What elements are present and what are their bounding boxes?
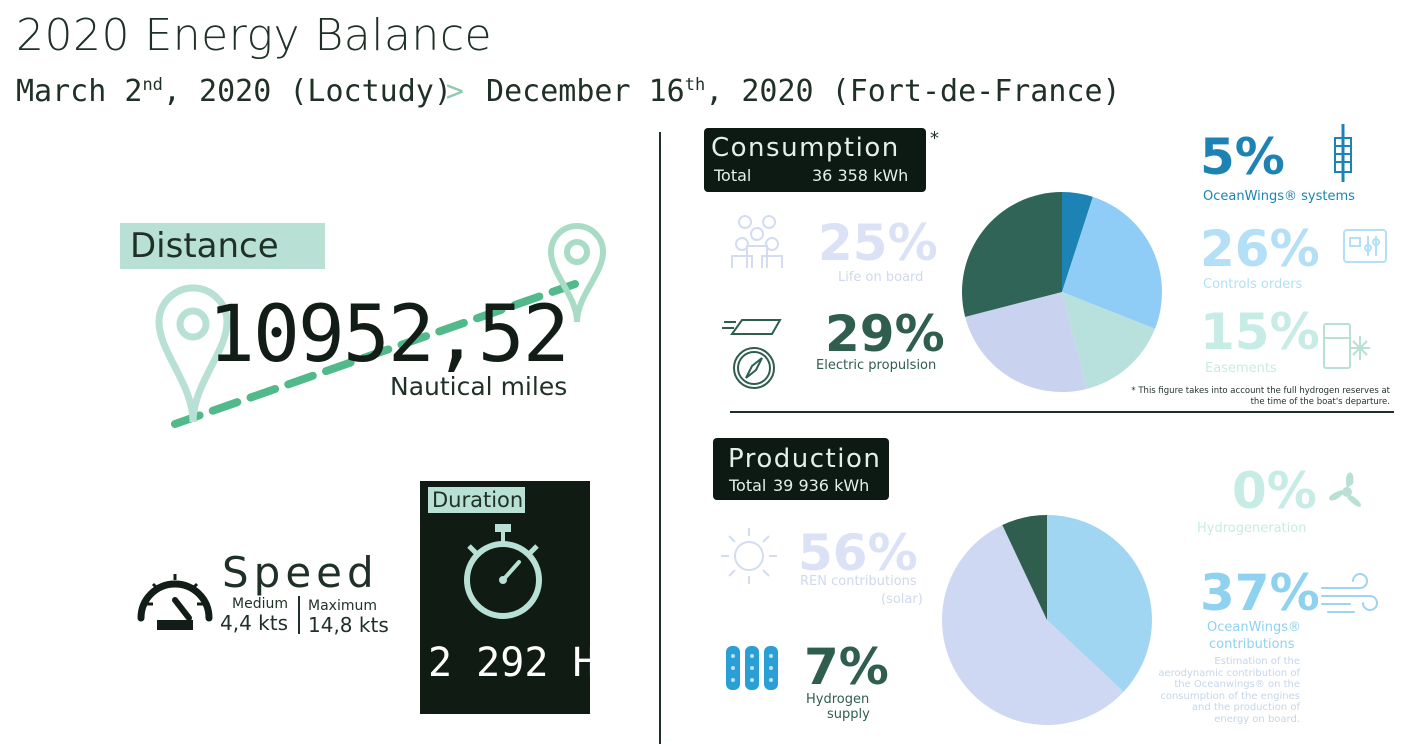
consumption-total-value: 36 358 kWh [812,166,909,185]
speed-separator [298,596,300,634]
cons-easements-pct: 15% [1200,303,1320,361]
speed-max-value: 14,8 kts [308,613,389,637]
route-path-graphic [155,223,607,428]
production-header [713,438,889,500]
production-total-value: 39 936 kWh [773,476,870,495]
speed-max-label: Maximum [308,598,377,614]
distance-value: 10952,52 [208,290,570,380]
sun-icon [721,528,777,584]
distance-label: Distance [120,223,325,269]
pie-slice-hydrogen-supply [1002,515,1047,620]
horizontal-divider [730,411,1394,413]
pie-slice-life-on-board [965,292,1087,392]
cons-controls-label: Controls orders [1203,277,1303,292]
route-to-rest: , 2020 (Fort-de-France) [705,74,1121,109]
pie-slice-oceanwings-contributions [1047,515,1152,692]
consumption-total-label: Total [714,166,752,185]
duration-value: 2 292 H [428,640,597,686]
route-line: March 2nd, 2020 (Loctudy)> December 16th… [16,74,1121,109]
cons-propulsion-pct: 29% [825,305,945,363]
production-total-label: Total [729,476,767,495]
stopwatch-icon [464,524,542,619]
cons-life-label: Life on board [838,270,924,285]
prod-hydrogen-label2: supply [827,707,870,722]
hydrogen-tanks-icon [726,646,778,690]
vertical-divider [659,132,661,744]
speed-title: Speed [222,548,379,597]
page-title: 2020 Energy Balance [16,10,493,61]
cons-propulsion-label: Electric propulsion [816,358,937,373]
prod-oceanwings-description: Estimation of the aerodynamic contributi… [1158,656,1300,725]
pie-slice-easements [1062,292,1155,389]
control-panel-icon [1343,229,1387,263]
oceanwings-mast-icon [1334,124,1352,182]
route-arrow: > [445,74,464,109]
prod-hydrogen-label: Hydrogen [806,692,870,707]
speed-medium-label: Medium [232,596,288,612]
duration-label: Duration [428,487,525,513]
prod-oceanwings-label2: contributions [1209,637,1295,652]
pie-slice-ren-contributions-solar [942,524,1124,725]
prod-ren-label2: (solar) [881,592,923,607]
pie-slice-oceanwings-systems [1062,192,1093,292]
production-pie-chart [942,515,1152,725]
pie-slice-electric-propulsion [962,192,1062,317]
prod-oceanwings-pct: 37% [1200,564,1320,622]
route-from-rest: , 2020 (Loctudy) [162,74,452,109]
cons-oceanwings-pct: 5% [1200,128,1285,186]
hydrogenerator-propeller-icon [1329,472,1361,507]
route-from-sup: nd [142,75,163,95]
consumption-footnote: * This figure takes into account the ful… [1131,386,1390,407]
cons-life-pct: 25% [818,214,938,272]
fridge-snowflake-icon [1323,323,1370,369]
prod-ren-pct: 56% [798,524,918,582]
crew-people-icon [731,215,783,268]
consumption-header [704,128,926,192]
propulsion-compass-icon [722,319,782,389]
pie-slice-controls-orders [1062,196,1162,329]
route-from-month: March 2 [16,74,143,109]
prod-ren-label: REN contributions [800,574,917,589]
speedometer-icon [137,574,213,630]
consumption-pie-chart [962,192,1162,392]
cons-controls-pct: 26% [1200,220,1320,278]
start-pin-icon [155,284,231,423]
consumption-title: Consumption [711,133,900,163]
prod-oceanwings-label: OceanWings® [1207,620,1302,635]
route-to-month: December 16 [486,74,685,109]
prod-hydrogen-pct: 7% [804,638,889,696]
speed-medium-value: 4,4 kts [220,611,289,635]
end-pin-icon [547,223,607,323]
production-title: Production [728,444,882,474]
duration-panel [420,481,590,714]
wind-icon [1321,573,1378,613]
distance-unit: Nautical miles [390,372,568,401]
cons-oceanwings-label: OceanWings® systems [1203,189,1355,204]
cons-easements-label: Easements [1205,361,1277,376]
consumption-asterisk: * [930,128,939,149]
prod-hydrogeneration-pct: 0% [1232,462,1317,520]
route-to-sup: th [684,75,706,95]
prod-hydrogeneration-label: Hydrogeneration [1197,521,1307,536]
